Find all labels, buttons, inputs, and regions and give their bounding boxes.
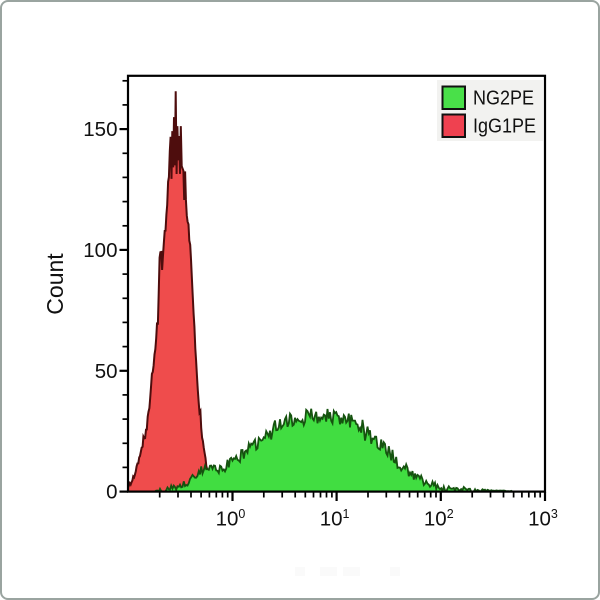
- svg-text:Count: Count: [42, 253, 68, 315]
- svg-text:100: 100: [83, 239, 117, 262]
- svg-text:101: 101: [320, 507, 350, 531]
- svg-text:103: 103: [528, 507, 558, 531]
- svg-text:IgG1PE: IgG1PE: [473, 115, 536, 138]
- svg-text:102: 102: [424, 507, 454, 531]
- svg-text:50: 50: [95, 360, 118, 383]
- svg-text:150: 150: [83, 118, 117, 141]
- svg-text:NG2PE: NG2PE: [473, 87, 534, 110]
- svg-text:0: 0: [106, 481, 117, 504]
- svg-text:100: 100: [216, 507, 246, 531]
